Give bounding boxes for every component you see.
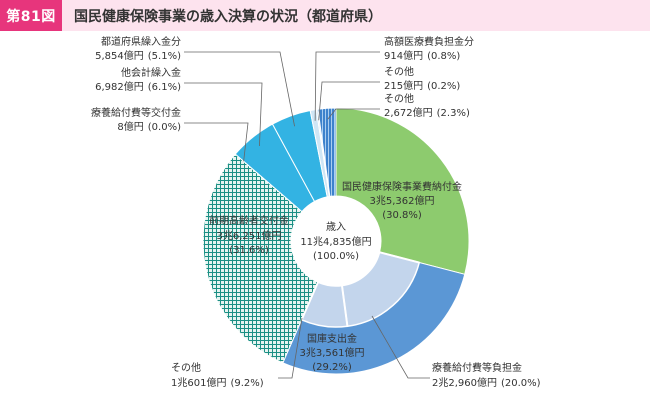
callout-ryoyo-kofukin-value: 8億円 (0.0%): [117, 120, 181, 133]
slice-label-zenki-percent: (31.6%): [229, 245, 269, 256]
leader-lines: [184, 51, 430, 379]
center-hole: [291, 196, 381, 286]
slice-label-kokko-amount: 3兆3,561億円: [300, 346, 365, 359]
inner-divider-2: [300, 281, 319, 321]
callout-todofuken-value: 5,854億円 (5.1%): [95, 49, 181, 62]
inner-divider-1: [340, 285, 349, 327]
callout-ryoyo-kofukin-name: 療養給付費等交付金: [91, 106, 181, 119]
slice-label-zenki-amount: 3兆6,251億円: [217, 229, 282, 242]
callout-kogaku-name: 高額医療費負担金分: [384, 35, 474, 48]
slice-label-nofukin-amount: 3兆5,362億円: [370, 194, 435, 207]
callout-other-small-name: その他: [384, 65, 414, 78]
figure-header: 第81図 国民健康保険事業の歳入決算の状況（都道府県）: [0, 0, 650, 31]
leader-ryoyo-futankin: [371, 315, 430, 379]
callout-takaikei-value: 6,982億円 (6.1%): [95, 80, 181, 93]
figure-title: 国民健康保険事業の歳入決算の状況（都道府県）: [74, 8, 382, 25]
center-label-title: 歳入: [326, 221, 346, 233]
leader-other: [327, 108, 380, 120]
callout-ryoyo-futankin-name: 療養給付費等負担金: [432, 361, 522, 374]
slice-label-nofukin-name: 国民健康保険事業費納付金: [342, 180, 462, 193]
center-label-percent: (100.0%): [313, 251, 359, 262]
figure-title-bar: 国民健康保険事業の歳入決算の状況（都道府県）: [62, 0, 650, 31]
leader-takaikei: [184, 82, 263, 147]
leader-other-small: [318, 81, 380, 121]
inner-ring: [300, 251, 421, 328]
callout-other-name: その他: [384, 92, 414, 105]
callout-todofuken-name: 都道府県繰入金分: [101, 35, 181, 48]
callout-other-small-value: 215億円 (0.2%): [384, 79, 460, 92]
callout-kogaku-value: 914億円 (0.8%): [384, 49, 460, 62]
inner-divider-0: [379, 251, 420, 264]
leader-kogaku: [314, 51, 380, 121]
leader-todofuken: [184, 51, 295, 127]
slice-label-zenki-name: 前期高齢者交付金: [209, 214, 289, 227]
leader-ryoyo-kofukin: [184, 122, 249, 162]
slice-label-nofukin-percent: (30.8%): [382, 210, 422, 221]
figure-number-badge: 第81図: [0, 0, 62, 31]
center-label-amount: 11兆4,835億円: [300, 235, 371, 248]
callout-takaikei-name: 他会計繰入金: [121, 66, 181, 79]
callout-ryoyo-futankin-value: 2兆2,960億円 (20.0%): [432, 376, 541, 389]
callout-inner-other-value: 1兆601億円 (9.2%): [171, 376, 264, 389]
leader-inner-other: [278, 317, 303, 379]
slice-label-kokko-name: 国庫支出金: [307, 332, 357, 345]
callout-inner-other-name: その他: [171, 361, 201, 374]
callout-other-value: 2,672億円 (2.3%): [384, 106, 470, 119]
slice-label-kokko-percent: (29.2%): [312, 362, 352, 373]
